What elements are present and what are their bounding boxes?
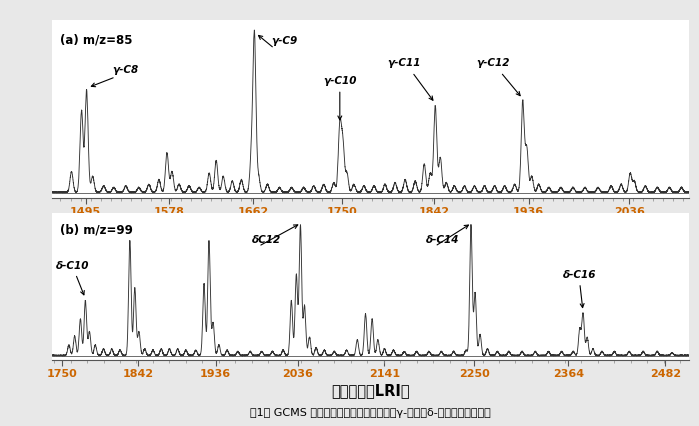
Text: γ-C12: γ-C12 — [476, 58, 510, 68]
Text: γ-C8: γ-C8 — [113, 64, 139, 75]
Text: γ-C11: γ-C11 — [387, 58, 421, 68]
Text: 保持指標（LRI）: 保持指標（LRI） — [331, 382, 410, 397]
Text: 図1． GCMS シングルイオンモードによるγ-およびδ-ラクトン類の分離: 図1． GCMS シングルイオンモードによるγ-およびδ-ラクトン類の分離 — [250, 407, 491, 417]
Text: γ-C10: γ-C10 — [323, 75, 356, 86]
Text: (b) m/z=99: (b) m/z=99 — [60, 223, 133, 236]
Text: δC12: δC12 — [252, 234, 281, 244]
Text: γ-C9: γ-C9 — [271, 36, 298, 46]
Text: δ-C10: δ-C10 — [55, 260, 89, 270]
Text: δ-C16: δ-C16 — [563, 269, 596, 279]
Text: δ-C14: δ-C14 — [426, 234, 460, 244]
Text: (a) m/z=85: (a) m/z=85 — [60, 34, 133, 46]
